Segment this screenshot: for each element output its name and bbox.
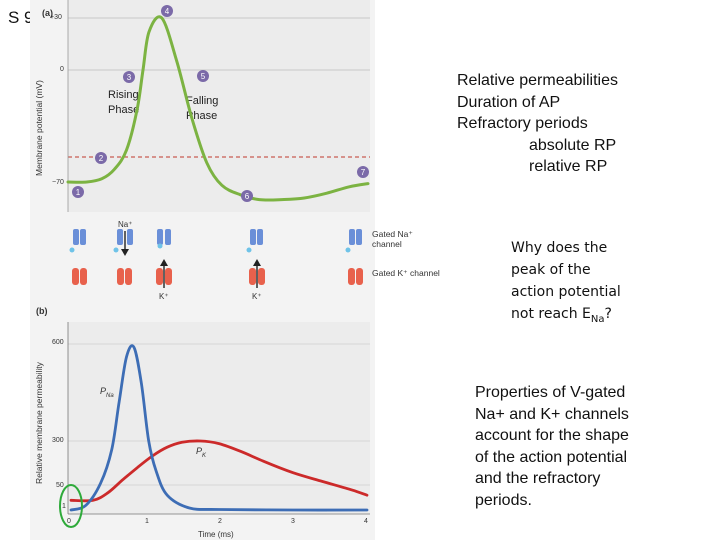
- k-channel-4: [249, 268, 265, 285]
- na-channel-2: [113, 229, 133, 253]
- panel-b-ytick-50: 50: [56, 482, 64, 489]
- svg-text:5: 5: [201, 72, 206, 81]
- topic-refractory-periods: Refractory periods: [457, 115, 588, 132]
- conclusion-text: Properties of V-gated Na+ and K+ channel…: [475, 382, 715, 511]
- ap-marker-1: 1: [72, 186, 84, 198]
- k-ion-label-1: K⁺: [159, 292, 169, 301]
- svg-text:6: 6: [245, 192, 250, 201]
- panel-b-xtick-1: 1: [145, 518, 149, 525]
- k-channel-5: [348, 268, 363, 285]
- panel-a-ytick-minus70: −70: [52, 179, 64, 186]
- na-influx-arrowhead: [121, 249, 129, 256]
- topic-absolute-rp: absolute RP: [529, 136, 617, 154]
- panel-b-xtick-3: 3: [291, 518, 295, 525]
- panel-b-ytick-600: 600: [52, 339, 64, 346]
- conclusion-line-3: account for the shape: [475, 427, 629, 444]
- conclusion-line-4: of the action potential: [475, 448, 628, 466]
- svg-text:3: 3: [127, 73, 132, 82]
- question-line-2: peak of the: [511, 262, 591, 278]
- resting-permeability-highlight: [59, 484, 83, 528]
- svg-text:2: 2: [99, 154, 104, 163]
- question-text: Why does the peak of the action potentia…: [511, 237, 711, 331]
- ap-marker-4: 4: [161, 5, 173, 17]
- pna-permeability-curve: [69, 344, 369, 512]
- membrane-potential-line: [66, 15, 370, 202]
- gated-na-channel-label: Gated Na⁺ channel: [372, 229, 413, 249]
- pna-curve-label: PNa: [100, 386, 114, 399]
- na-channel-4: [246, 229, 263, 253]
- slide-number: S 9: [8, 8, 34, 27]
- ap-marker-6: 6: [241, 190, 253, 202]
- k-efflux-arrowhead-1: [160, 259, 168, 266]
- conclusion-line-2: Na+ and K+ channels: [475, 405, 629, 423]
- pna-series-line: [69, 344, 369, 512]
- svg-text:7: 7: [361, 168, 366, 177]
- ap-marker-2: 2: [95, 152, 107, 164]
- panel-b-xtick-4: 4: [364, 518, 368, 525]
- k-ion-label-2: K⁺: [252, 292, 262, 301]
- k-channel-2: [117, 268, 132, 285]
- question-line-3: action potential: [511, 284, 621, 300]
- panel-b-xtick-2: 2: [218, 518, 222, 525]
- svg-text:4: 4: [165, 7, 170, 16]
- panel-b-x-axis-label: Time (ms): [198, 530, 234, 539]
- ap-marker-7: 7: [357, 166, 369, 178]
- gated-k-channel-label: Gated K⁺ channel: [372, 268, 440, 278]
- topic-duration-of-ap: Duration of AP: [457, 93, 561, 111]
- panel-a-ytick-30: +30: [50, 14, 62, 21]
- topics-list: Relative permeabilities Duration of AP R…: [457, 70, 707, 178]
- topic-relative-permeabilities: Relative permeabilities: [457, 72, 618, 89]
- conclusion-line-6: periods.: [475, 491, 532, 509]
- rising-phase-label: Rising Phase: [108, 89, 140, 116]
- panel-a-ytick-0: 0: [60, 66, 64, 73]
- k-channel-3: [156, 268, 172, 285]
- ap-marker-3: 3: [123, 71, 135, 83]
- panel-a-letter: (a): [42, 8, 53, 18]
- conclusion-line-1: Properties of V-gated: [475, 384, 626, 401]
- panel-b-ytick-1: 1: [62, 503, 66, 510]
- pk-curve-label: PK: [196, 446, 207, 459]
- panel-a-plot-area: [68, 0, 370, 212]
- svg-text:1: 1: [76, 188, 81, 197]
- panel-b-ytick-300: 300: [52, 437, 64, 444]
- pk-series-line: [69, 439, 369, 503]
- k-efflux-arrowhead-2: [253, 259, 261, 266]
- panel-a-chart: 1 2 3 4 5 6 7 Na⁺ K⁺ K⁺: [66, 0, 370, 301]
- conclusion-line-5: and the refractory: [475, 470, 601, 487]
- topic-relative-rp: relative RP: [529, 158, 608, 175]
- pk-permeability-curve: [69, 439, 369, 503]
- question-line-4: not reach ENa?: [511, 306, 612, 325]
- panel-b-xtick-0: 0: [67, 518, 71, 525]
- panel-b-letter: (b): [36, 306, 48, 316]
- na-channel-3: [157, 229, 171, 249]
- question-line-1: Why does the: [511, 240, 608, 256]
- k-channel-1: [72, 268, 87, 285]
- na-channel-5: [345, 229, 362, 253]
- falling-phase-label: Falling Phase: [186, 95, 219, 122]
- action-potential-curve: [66, 15, 370, 202]
- ap-marker-5: 5: [197, 70, 209, 82]
- na-ion-label: Na⁺: [118, 220, 132, 229]
- na-channel-1: [69, 229, 86, 253]
- panel-b-chart: [59, 322, 370, 528]
